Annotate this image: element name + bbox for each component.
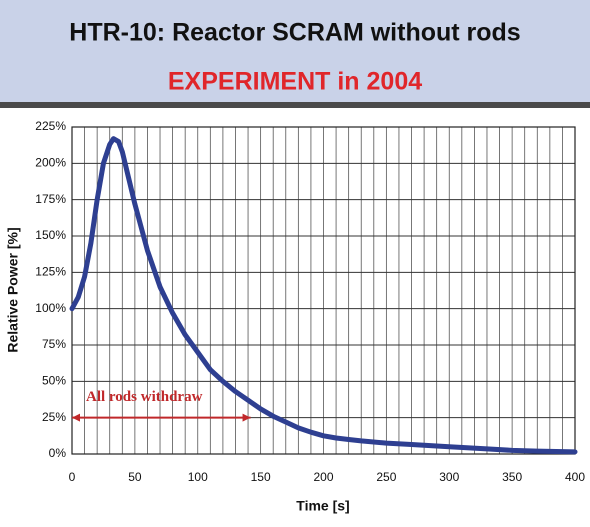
x-tick-label: 100	[188, 470, 208, 484]
y-tick-label: 125%	[35, 265, 66, 279]
line-series	[69, 136, 578, 455]
x-tick-label: 300	[439, 470, 459, 484]
annotation-arrowhead	[242, 413, 251, 422]
plot-border	[71, 126, 576, 455]
annotation-text: All rods withdraw	[86, 389, 203, 405]
y-tick-label: 175%	[35, 192, 66, 206]
x-tick-label: 350	[502, 470, 522, 484]
x-tick-label: 0	[69, 470, 76, 484]
y-tick-label: 100%	[35, 301, 66, 315]
y-tick-label: 150%	[35, 228, 66, 242]
chart-subtitle: EXPERIMENT in 2004	[168, 68, 422, 96]
y-tick-label: 0%	[49, 446, 67, 460]
x-tick-label: 50	[128, 470, 142, 484]
y-tick-label: 25%	[42, 410, 66, 424]
x-tick-label: 400	[565, 470, 585, 484]
x-tick-label: 200	[313, 470, 333, 484]
x-tick-label: 250	[376, 470, 396, 484]
x-tick-label: 150	[251, 470, 271, 484]
y-tick-label: 225%	[35, 119, 66, 133]
y-axis-label: Relative Power [%]	[5, 227, 21, 352]
y-tick-label: 75%	[42, 337, 66, 351]
header-border	[0, 102, 590, 108]
annotation-arrowhead	[72, 413, 80, 422]
x-axis-label: Time [s]	[296, 498, 349, 514]
header-background	[0, 0, 590, 104]
y-tick-label: 200%	[35, 156, 66, 170]
y-tick-label: 50%	[42, 374, 66, 388]
chart-title: HTR-10: Reactor SCRAM without rods	[69, 19, 520, 47]
